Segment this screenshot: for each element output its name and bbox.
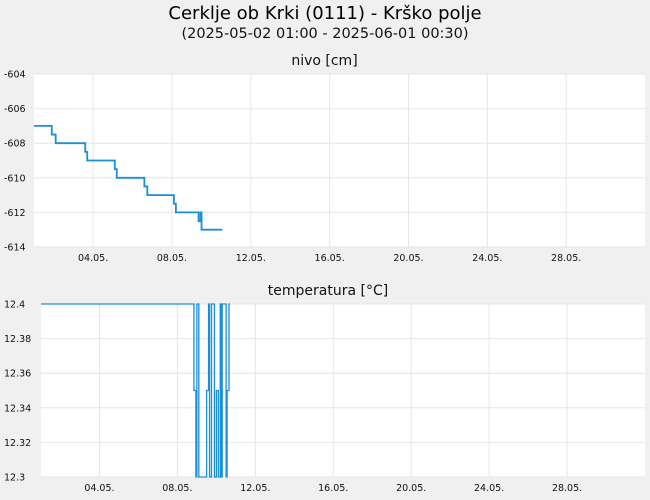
- x-tick-label: 28.05.: [551, 253, 581, 264]
- chart-subtitle: (2025-05-02 01:00 - 2025-06-01 00:30): [181, 26, 469, 42]
- y-tick-label: -614: [4, 243, 26, 254]
- series-line: [34, 125, 223, 231]
- series-line: [41, 303, 230, 478]
- x-tick-label: 28.05.: [552, 483, 582, 494]
- x-tick-label: 24.05.: [472, 253, 502, 264]
- y-tick-label: -608: [4, 139, 26, 150]
- y-tick-label: 12.38: [4, 334, 31, 345]
- x-tick-label: 20.05.: [396, 483, 426, 494]
- y-tick-label: 12.36: [4, 369, 31, 380]
- y-tick-label: -606: [4, 104, 26, 115]
- y-tick-label: -604: [4, 70, 26, 81]
- x-tick-label: 08.05.: [157, 253, 187, 264]
- x-tick-label: 20.05.: [393, 253, 423, 264]
- panel-title: temperatura [°C]: [268, 283, 388, 299]
- x-tick-label: 12.05.: [240, 483, 270, 494]
- y-tick-label: -610: [4, 173, 26, 184]
- y-tick-label: 12.3: [4, 473, 25, 484]
- plot-area: [34, 74, 645, 247]
- chart-panel-1: temperatura [°C]12.412.3812.3612.3412.32…: [4, 283, 645, 494]
- x-tick-label: 12.05.: [236, 253, 266, 264]
- x-tick-label: 04.05.: [78, 253, 108, 264]
- y-tick-label: -612: [4, 208, 26, 219]
- x-tick-label: 16.05.: [315, 253, 345, 264]
- y-tick-label: 12.4: [4, 300, 25, 311]
- x-tick-label: 16.05.: [318, 483, 348, 494]
- x-tick-label: 04.05.: [84, 483, 114, 494]
- chart-panel-0: nivo [cm] -604 -606 -608 -610 -612 -614 04.05. 0…: [4, 53, 645, 264]
- y-tick-label: 12.32: [4, 438, 31, 449]
- plot-area: [41, 304, 645, 477]
- x-tick-label: 24.05.: [474, 483, 504, 494]
- chart-title: Cerklje ob Krki (0111) - Krško polje: [168, 3, 482, 24]
- x-tick-label: 08.05.: [162, 483, 192, 494]
- panel-title: nivo [cm]: [291, 53, 357, 69]
- y-tick-label: 12.34: [4, 403, 31, 414]
